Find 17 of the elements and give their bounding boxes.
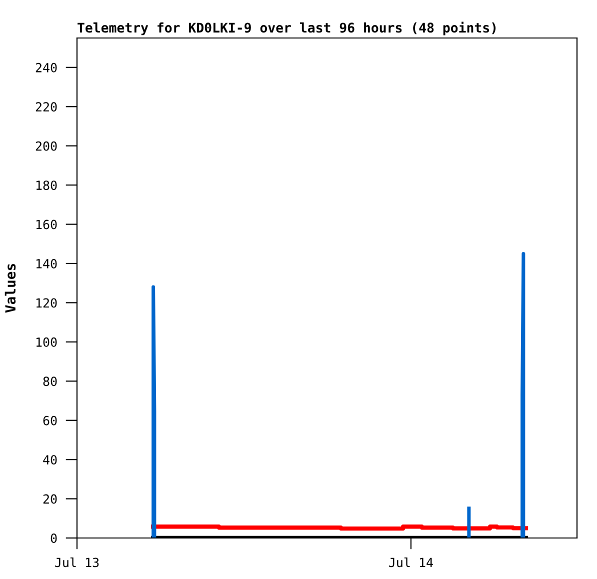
y-tick-label: 200	[36, 141, 57, 151]
y-tick-label: 0	[50, 534, 57, 543]
y-tick-label: 20	[43, 494, 57, 504]
y-tick-label: 240	[36, 62, 57, 72]
y-tick-label: 220	[36, 102, 57, 112]
y-tick-label: 160	[36, 220, 57, 230]
y-tick-label: 100	[36, 337, 57, 347]
x-tick-label: Jul 13	[55, 557, 99, 568]
y-tick-label: 80	[43, 376, 57, 386]
chart-title: Telemetry for KD0LKI-9 over last 96 hours (48 points)	[78, 22, 496, 36]
y-tick-label: 140	[36, 258, 57, 268]
x-tick-label: Jul 14	[389, 557, 433, 568]
y-tick-label: 180	[36, 180, 57, 190]
y-axis-title: Values	[4, 264, 16, 313]
y-tick-label: 120	[36, 298, 57, 308]
y-tick-label: 60	[43, 416, 57, 426]
y-tick-label: 40	[43, 455, 57, 465]
